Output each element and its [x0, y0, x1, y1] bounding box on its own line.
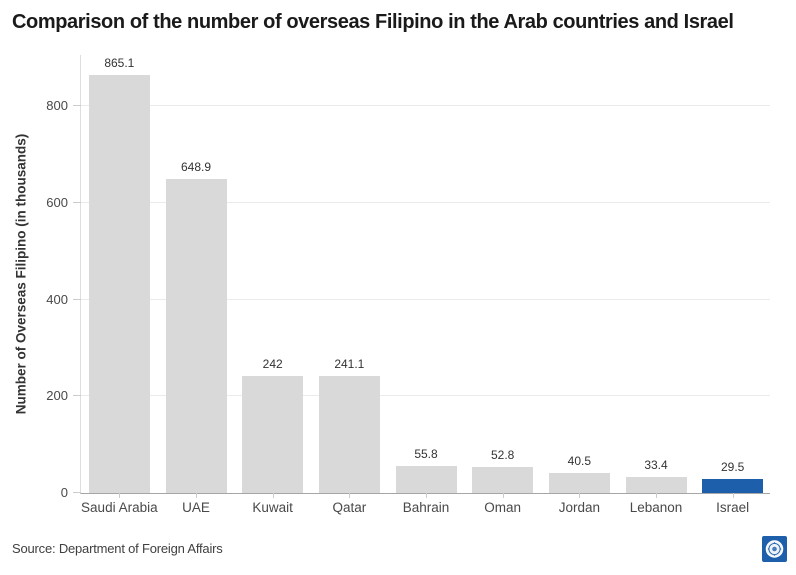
x-tick-mark — [272, 493, 274, 498]
x-tick-mark — [196, 493, 197, 498]
bar-oman — [472, 467, 534, 493]
gridline-400 — [81, 298, 770, 300]
y-tick-label: 800 — [46, 98, 68, 114]
bar-jordan — [548, 473, 610, 493]
x-tick-mark — [732, 493, 734, 498]
x-axis-label: Jordan — [558, 500, 600, 515]
bar-value-label: 241.1 — [334, 357, 365, 372]
y-tick-label: 0 — [60, 485, 68, 500]
bar-value-label: 648.9 — [180, 160, 212, 175]
x-tick-mark — [426, 493, 427, 498]
y-tick-label: 600 — [46, 194, 68, 210]
bar-bahrain — [395, 466, 457, 493]
x-tick-mark — [656, 493, 657, 498]
plot-area: 0 200 400 600 800 865.1 Saudi Arabia 648.9 UAE 24… — [46, 55, 770, 514]
gridline-200 — [81, 395, 770, 397]
chart-title: Comparison of the number of overseas Fil… — [12, 11, 734, 33]
x-tick-mark — [579, 493, 581, 498]
y-tick-label: 400 — [46, 291, 68, 307]
x-axis-label: Qatar — [332, 500, 367, 515]
y-tick-mark — [73, 492, 81, 493]
bar-lebanon — [625, 476, 687, 493]
bar-value-label: 55.8 — [414, 447, 438, 462]
x-tick-mark — [119, 493, 121, 498]
x-axis-label: Kuwait — [252, 500, 293, 515]
bar-israel — [702, 478, 764, 493]
bar-uae — [165, 179, 227, 493]
y-tick-mark — [73, 105, 81, 107]
dfa-seal-icon — [762, 536, 787, 562]
bar-value-label: 33.4 — [644, 457, 668, 472]
x-axis-label: Oman — [484, 500, 522, 515]
y-tick-mark — [73, 395, 81, 397]
y-tick-label: 200 — [46, 388, 68, 404]
x-axis-label: Saudi Arabia — [81, 500, 158, 515]
bar-value-label: 52.8 — [490, 448, 515, 463]
bar-value-label: 29.5 — [720, 459, 745, 474]
x-axis-label: UAE — [182, 500, 210, 515]
bar-kuwait — [242, 376, 304, 493]
dfa-seal-logo[interactable] — [762, 536, 787, 562]
source-note: Source: Department of Foreign Affairs — [12, 541, 223, 556]
x-axis-label: Lebanon — [629, 500, 683, 515]
x-tick-mark — [349, 493, 351, 498]
bar-value-label: 242 — [262, 357, 283, 371]
x-tick-mark — [502, 493, 504, 498]
y-tick-mark — [73, 298, 81, 300]
gridline-600 — [81, 201, 770, 203]
bar-value-label: 865.1 — [104, 55, 135, 70]
gridline-800 — [81, 105, 770, 107]
x-axis-label: Bahrain — [402, 500, 450, 515]
bar-qatar — [318, 376, 380, 493]
y-tick-mark — [73, 201, 81, 203]
bar-saudi-arabia — [88, 74, 150, 493]
y-axis-title: Number of Overseas Filipino (in thousand… — [13, 133, 29, 415]
bar-value-label: 40.5 — [567, 454, 592, 469]
x-axis-label: Israel — [716, 500, 750, 515]
